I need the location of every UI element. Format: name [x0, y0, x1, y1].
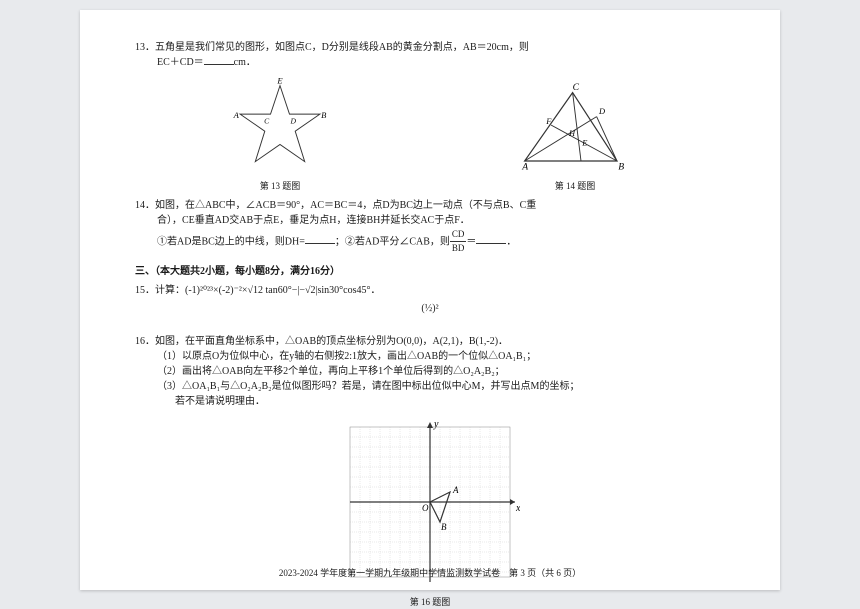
problem-16: 16．如图，在平面直角坐标系中，△OAB的顶点坐标分别为O(0,0)，A(2,1… [135, 334, 725, 409]
section-3-header: 三、（本大题共2小题，每小题8分，满分16分） [135, 264, 725, 279]
figure-14-caption: 第 14 题图 [505, 180, 645, 194]
svg-text:F: F [545, 117, 552, 126]
problem-13-line2: EC＋CD＝ cm． [135, 55, 725, 70]
problem-16-c: （2）画出将△OAB向左平移2个单位，再向上平移1个单位后得到的△O₂A₂B₂； [135, 364, 725, 379]
svg-text:C: C [264, 117, 270, 126]
problem-16-text-a: 如图，在平面直角坐标系中，△OAB的顶点坐标分别为O(0,0)，A(2,1)，B… [155, 336, 508, 347]
figure-13-block: E A C D B 第 13 题图 [215, 78, 345, 194]
problem-16-e: 若不是请说明理由． [135, 394, 725, 409]
problem-number: 15． [135, 285, 155, 296]
figure-16-caption: 第 16 题图 [135, 596, 725, 609]
figure-16-block: O A B x y 第 16 题图 [135, 417, 725, 609]
figures-row-13-14: E A C D B 第 13 题图 A B C D E H F [135, 78, 725, 194]
unit-cm: cm． [234, 57, 256, 68]
problem-15-text: 计算：(-1)²⁰²³×(-2)⁻²×√12 tan60°−|−√2|sin30… [155, 285, 381, 296]
blank-14-1 [305, 234, 335, 244]
svg-text:H: H [568, 129, 576, 138]
svg-text:A: A [452, 485, 459, 495]
svg-text:B: B [321, 110, 327, 120]
svg-text:A: A [233, 110, 240, 120]
problem-number: 16． [135, 336, 155, 347]
blank-13 [204, 55, 234, 65]
problem-14: 14．如图，在△ABC中，∠ACB＝90°，AC＝BC＝4，点D为BC边上一动点… [135, 198, 725, 256]
svg-text:A: A [521, 161, 528, 172]
figure-14-block: A B C D E H F 第 14 题图 [505, 83, 645, 194]
triangle-14-figure: A B C D E H F [505, 83, 645, 173]
coordinate-grid: O A B x y [340, 417, 520, 587]
problem-number: 14． [135, 200, 155, 211]
problem-14-line3: ①若AD是BC边上的中线，则DH=；②若AD平分∠CAB，则CDBD＝． [135, 228, 725, 256]
svg-text:E: E [276, 78, 283, 86]
problem-16-d: （3）△OA₁B₁与△O₂A₂B₂是位似图形吗？若是，请在图中标出位似中心M，并… [135, 379, 725, 394]
star-figure: E A C D B [215, 78, 345, 173]
figure-13-caption: 第 13 题图 [215, 180, 345, 194]
ec-cd-label: EC＋CD＝ [157, 57, 204, 68]
problem-14-text-a: 如图，在△ABC中，∠ACB＝90°，AC＝BC＝4，点D为BC边上一动点（不与… [155, 200, 536, 211]
svg-text:C: C [573, 83, 580, 93]
svg-text:B: B [441, 522, 447, 532]
page-footer: 2023-2024 学年度第一学期九年级期中学情监测数学试卷 第 3 页（共 6… [80, 567, 780, 581]
svg-text:O: O [422, 503, 429, 513]
problem-15: 15．计算：(-1)²⁰²³×(-2)⁻²×√12 tan60°−|−√2|si… [135, 283, 725, 316]
problem-16-b: （1）以原点O为位似中心，在y轴的右侧按2:1放大，画出△OAB的一个位似△OA… [135, 349, 725, 364]
blank-14-2 [476, 234, 506, 244]
svg-text:y: y [433, 419, 439, 430]
svg-text:x: x [515, 503, 520, 514]
problem-text: 五角星是我们常见的图形，如图点C，D分别是线段AB的黄金分割点，AB＝20cm，… [155, 42, 529, 53]
frac-cd-bd: CDBD [450, 228, 467, 256]
problem-14-line2: 合），CE垂直AD交AB于点E，垂足为点H，连接BH并延长交AC于点F． [135, 213, 725, 228]
svg-text:E: E [581, 138, 587, 147]
svg-text:D: D [290, 117, 297, 126]
problem-number: 13． [135, 42, 155, 53]
problem-15-formula: (½)² [135, 301, 725, 316]
exam-page: 13．五角星是我们常见的图形，如图点C，D分别是线段AB的黄金分割点，AB＝20… [80, 10, 780, 590]
problem-13: 13．五角星是我们常见的图形，如图点C，D分别是线段AB的黄金分割点，AB＝20… [135, 40, 725, 70]
svg-text:B: B [618, 161, 624, 172]
svg-text:D: D [598, 107, 605, 116]
